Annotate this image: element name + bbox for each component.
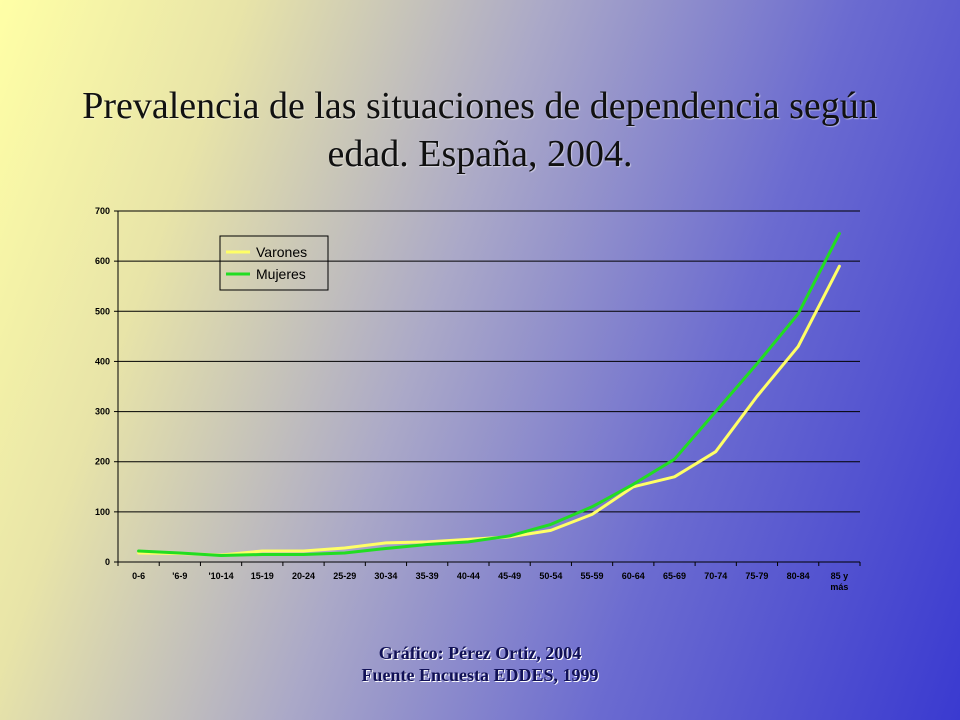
x-tick-label: 30-34 bbox=[374, 571, 397, 581]
x-tick-label: 40-44 bbox=[457, 571, 480, 581]
x-tick-label: '6-9 bbox=[172, 571, 187, 581]
x-tick-label: 80-84 bbox=[787, 571, 810, 581]
x-tick-label: 75-79 bbox=[745, 571, 768, 581]
slide-title-line-1: Prevalencia de las situaciones de depend… bbox=[82, 85, 878, 127]
x-tick-label: 45-49 bbox=[498, 571, 521, 581]
x-tick-label: 65-69 bbox=[663, 571, 686, 581]
x-tick-label: '10-14 bbox=[208, 571, 233, 581]
x-tick-label: 35-39 bbox=[416, 571, 439, 581]
x-tick-label: 0-6 bbox=[132, 571, 145, 581]
y-tick-label: 300 bbox=[95, 407, 110, 417]
slide-title: Prevalencia de las situaciones de depend… bbox=[80, 82, 880, 178]
x-tick-label: 85 y más bbox=[830, 571, 848, 592]
x-tick-label: 70-74 bbox=[704, 571, 727, 581]
y-tick-label: 600 bbox=[95, 256, 110, 266]
legend-box bbox=[219, 235, 329, 291]
y-tick-label: 0 bbox=[105, 557, 110, 567]
chart-caption: Gráfico: Pérez Ortiz, 2004 Fuente Encues… bbox=[280, 642, 680, 686]
caption-line-2: Fuente Encuesta EDDES, 1999 bbox=[361, 665, 599, 685]
chart-gridlines bbox=[118, 210, 860, 513]
x-tick-label: 25-29 bbox=[333, 571, 356, 581]
x-tick-label: 60-64 bbox=[622, 571, 645, 581]
x-tick-label: 20-24 bbox=[292, 571, 315, 581]
legend-label: Mujeres bbox=[256, 266, 306, 282]
y-tick-label: 200 bbox=[95, 457, 110, 467]
legend-label: Varones bbox=[256, 244, 307, 260]
x-tick-label: 55-59 bbox=[581, 571, 604, 581]
series-line-mujeres bbox=[137, 232, 841, 557]
x-tick-label: 50-54 bbox=[539, 571, 562, 581]
caption-line-1: Gráfico: Pérez Ortiz, 2004 bbox=[378, 643, 582, 663]
y-tick-label: 700 bbox=[95, 206, 110, 216]
chart-legend: Varones Mujeres bbox=[219, 235, 329, 291]
y-tick-label: 100 bbox=[95, 507, 110, 517]
x-tick-label: 15-19 bbox=[251, 571, 274, 581]
y-tick-label: 500 bbox=[95, 306, 110, 316]
chart-axes: 0 100 200 300 400 500 600 700 0-6 '6-9 '10-14 15-19… bbox=[95, 206, 861, 592]
y-tick-label: 400 bbox=[95, 356, 110, 366]
chart-series bbox=[137, 232, 841, 557]
slide-title-line-2: edad. España, 2004. bbox=[327, 133, 633, 175]
